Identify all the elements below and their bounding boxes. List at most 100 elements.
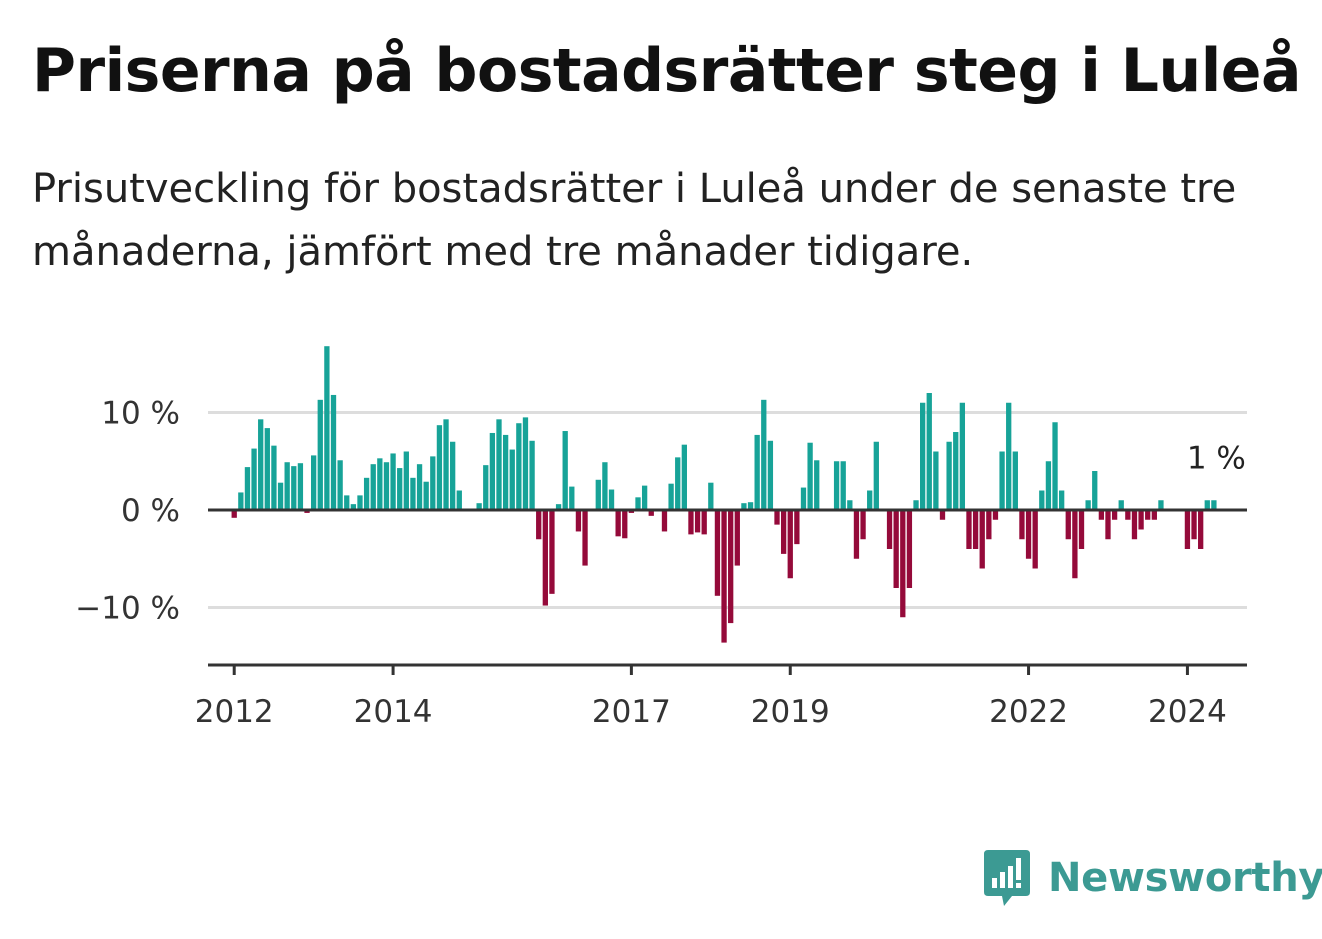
bar (635, 497, 641, 510)
bar (986, 510, 992, 540)
bar (476, 503, 482, 510)
bar (1158, 500, 1164, 510)
bar (953, 432, 959, 510)
bar (542, 510, 548, 606)
bar (814, 460, 820, 510)
bar (681, 444, 687, 510)
bar (1065, 510, 1071, 540)
bar (761, 399, 767, 510)
bar (1019, 510, 1025, 540)
bar (920, 402, 926, 510)
bar (641, 485, 648, 511)
bar (714, 510, 721, 596)
bar (297, 463, 304, 510)
x-tick-label: 2024 (1148, 694, 1227, 730)
bar (549, 510, 555, 594)
bar (893, 510, 899, 588)
bar (377, 458, 383, 510)
bar (397, 468, 403, 510)
bar (311, 455, 317, 510)
bar (860, 510, 866, 540)
bar (615, 510, 621, 537)
bar (383, 462, 390, 510)
bar (913, 500, 919, 510)
bar (509, 449, 515, 510)
latest-value-annotation: 1 % (1187, 440, 1246, 476)
bar (529, 440, 535, 510)
bar (251, 448, 257, 510)
bar (238, 492, 244, 510)
bar (430, 456, 436, 511)
bar (1145, 510, 1151, 520)
bar (324, 346, 330, 510)
bar (450, 441, 456, 510)
bar (1184, 510, 1191, 549)
bar (1204, 500, 1210, 510)
bar (357, 495, 363, 511)
bar (555, 504, 562, 510)
x-tick-label: 2014 (354, 694, 433, 730)
bar (536, 510, 542, 540)
bar (390, 453, 396, 510)
bar (1131, 510, 1138, 540)
bar (999, 451, 1005, 510)
bar (436, 425, 443, 510)
bar (1032, 510, 1038, 569)
bar (979, 510, 985, 569)
bar (1059, 490, 1065, 510)
bar (933, 451, 939, 510)
bar (728, 510, 734, 624)
bar (886, 510, 893, 549)
bars (231, 346, 1217, 643)
x-tick-label: 2012 (195, 694, 274, 730)
bar (443, 419, 449, 510)
bar (622, 510, 628, 539)
bar (582, 510, 588, 566)
bar (741, 503, 747, 510)
chart-subtitle: Prisutveckling för bostadsrätter i Luleå… (32, 166, 1237, 275)
bar (1092, 471, 1098, 510)
bar (807, 442, 813, 510)
bar (258, 419, 264, 510)
bar (873, 441, 879, 510)
bar (1045, 461, 1052, 510)
bar (502, 434, 509, 510)
bar (966, 510, 972, 549)
bar (992, 510, 999, 520)
bar (694, 510, 701, 533)
axes (208, 508, 1247, 675)
bar (1198, 510, 1204, 549)
bar (939, 510, 946, 520)
bar (350, 504, 357, 510)
bar (456, 490, 462, 510)
bar (291, 466, 297, 511)
bar (708, 482, 714, 510)
bar (231, 510, 237, 518)
bar (840, 461, 846, 510)
bar (900, 510, 906, 618)
bar (747, 502, 754, 510)
bar (1211, 500, 1217, 510)
bar (569, 486, 575, 510)
bar (1039, 490, 1045, 510)
bar (277, 482, 284, 510)
bar (688, 510, 694, 535)
y-tick-label: 0 % (121, 493, 180, 529)
bar (562, 431, 568, 510)
bar (1191, 510, 1197, 540)
bar (337, 460, 343, 510)
bar (522, 417, 529, 511)
bar (754, 434, 760, 510)
bar (1118, 500, 1124, 510)
bar (1111, 510, 1118, 520)
bar (489, 432, 496, 510)
bar-chart: 10 % 0 % −10 % 2012 2014 2017 2019 2022 2024 1 % (75, 346, 1247, 730)
bar (959, 402, 966, 510)
bar (516, 423, 522, 510)
bar (1098, 510, 1105, 520)
bar (1078, 510, 1085, 549)
bar (1151, 510, 1157, 520)
bar (271, 445, 277, 510)
y-tick-label: −10 % (75, 591, 180, 627)
bar (284, 462, 290, 510)
